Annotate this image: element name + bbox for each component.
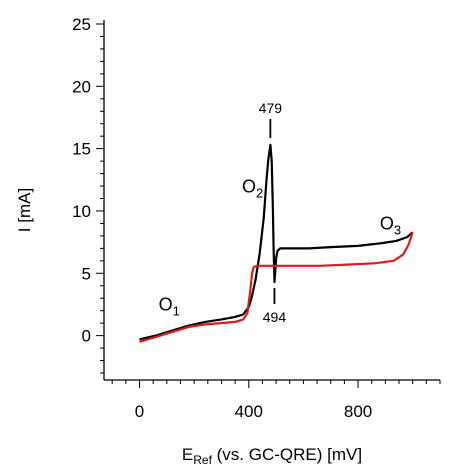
x-axis-label-main: E [182,445,193,464]
peak-name-o2: O2 [242,176,263,200]
y-tick-label: 20 [72,77,91,96]
y-axis-ticks: 0 5 10 15 20 25 [72,15,104,374]
x-tick-label: 0 [135,402,144,421]
y-tick-label: 25 [72,15,91,34]
y-axis-label: I [mA] [15,188,34,232]
series-line-1 [139,143,414,341]
x-axis-label: ERef (vs. GC-QRE) [mV] [182,445,362,467]
peak-name-o3: O3 [380,214,401,238]
x-tick-label: 400 [235,402,263,421]
y-tick-label: 10 [72,202,91,221]
x-axis-label-sub: Ref [193,453,212,467]
series-line-2 [139,231,414,343]
annotation-layer: 479 494 O1 O2 O3 [159,100,402,325]
peak-label-479: 479 [259,100,283,116]
peak-name-o1: O1 [159,295,180,319]
x-tick-label: 800 [344,402,372,421]
x-axis-ticks: 0 400 800 [111,380,441,421]
y-tick-label: 15 [72,140,91,159]
y-tick-label: 0 [82,327,91,346]
x-axis-label-rest: (vs. GC-QRE) [mV] [212,445,362,464]
peak-label-494: 494 [263,309,287,325]
plot-frame [103,20,440,381]
series-layer [139,143,414,343]
y-tick-label: 5 [82,264,91,283]
